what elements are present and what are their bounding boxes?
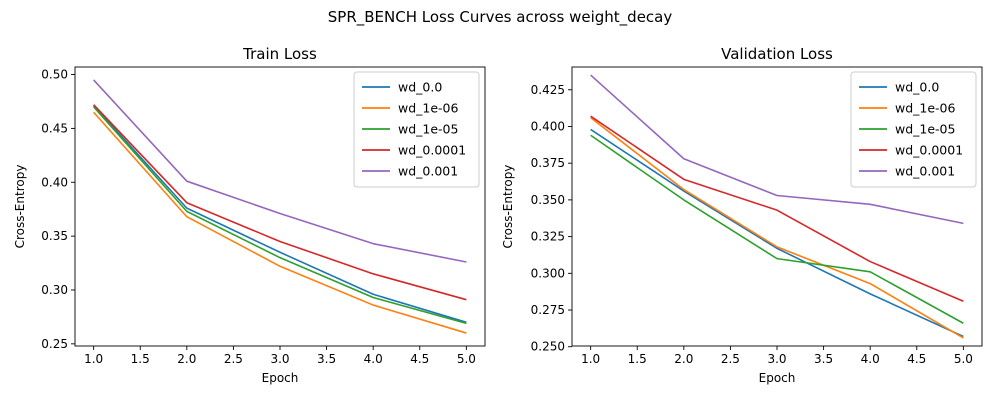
x-tick-label: 4.0 bbox=[364, 352, 383, 366]
x-axis-label: Epoch bbox=[759, 371, 796, 385]
legend: wd_0.0 wd_1e-06 wd_1e-05 wd_0.0001 wd_0.001 bbox=[850, 71, 977, 188]
legend-label-wd-0-001: wd_0.001 bbox=[895, 164, 955, 179]
figure-suptitle: SPR_BENCH Loss Curves across weight_deca… bbox=[328, 8, 673, 27]
y-tick-label: 0.425 bbox=[531, 83, 565, 97]
series-line-wd-1e-06 bbox=[590, 117, 964, 339]
legend-label-wd-1e-06: wd_1e-06 bbox=[398, 101, 459, 116]
series-line-wd-0-0 bbox=[590, 128, 964, 338]
x-tick-label: 1.5 bbox=[131, 352, 150, 366]
train-loss-panel: Train Loss 1.0 1.5 2.0 2.5 3.0 3.5 4.0 4.5 5.0 0.2… bbox=[13, 45, 486, 385]
x-axis-label: Epoch bbox=[262, 371, 299, 385]
y-tick-label: 0.30 bbox=[41, 283, 68, 297]
validation-loss-panel: Validation Loss 1.0 1.5 2.0 2.5 3.0 3.5 4.0 4.5 5… bbox=[501, 45, 983, 385]
legend-box bbox=[850, 71, 977, 188]
legend-box bbox=[353, 71, 480, 188]
legend-label-wd-1e-05: wd_1e-05 bbox=[895, 122, 955, 137]
legend-label-wd-0-0: wd_0.0 bbox=[895, 80, 939, 95]
y-axis-label: Cross-Entropy bbox=[501, 165, 515, 249]
y-tick-label: 0.400 bbox=[531, 119, 565, 133]
y-tick-label: 0.25 bbox=[41, 337, 68, 351]
y-tick-label: 0.45 bbox=[41, 121, 68, 135]
x-tick-label: 4.0 bbox=[861, 352, 880, 366]
x-tick-label: 1.0 bbox=[581, 352, 600, 366]
series-line-wd-1e-05 bbox=[590, 134, 964, 324]
y-tick-label: 0.350 bbox=[531, 193, 565, 207]
x-tick-label: 4.5 bbox=[410, 352, 429, 366]
x-tick-label: 4.5 bbox=[907, 352, 926, 366]
series-line-wd-0-0 bbox=[93, 105, 467, 324]
x-tick-label: 5.0 bbox=[457, 352, 476, 366]
y-tick-label: 0.250 bbox=[531, 340, 565, 354]
legend-label-wd-0-001: wd_0.001 bbox=[398, 164, 458, 179]
series-line-wd-0-0001 bbox=[590, 115, 964, 302]
y-tick-label: 0.275 bbox=[531, 303, 565, 317]
y-tick-label: 0.325 bbox=[531, 230, 565, 244]
x-tick-label: 3.0 bbox=[767, 352, 786, 366]
legend-label-wd-1e-05: wd_1e-05 bbox=[398, 122, 458, 137]
x-tick-label: 1.5 bbox=[628, 352, 647, 366]
legend-label-wd-0-0001: wd_0.0001 bbox=[398, 143, 466, 158]
x-tick-label: 3.0 bbox=[270, 352, 289, 366]
y-tick-label: 0.40 bbox=[41, 175, 68, 189]
y-axis-label: Cross-Entropy bbox=[13, 165, 27, 249]
series-line-wd-0-001 bbox=[93, 79, 467, 263]
y-tick-label: 0.375 bbox=[531, 156, 565, 170]
panel-title: Train Loss bbox=[242, 45, 317, 63]
y-tick-label: 0.50 bbox=[41, 68, 68, 82]
x-tick-label: 3.5 bbox=[317, 352, 336, 366]
x-tick-label: 2.0 bbox=[177, 352, 196, 366]
x-tick-label: 2.0 bbox=[674, 352, 693, 366]
legend-label-wd-0-0: wd_0.0 bbox=[398, 80, 442, 95]
x-tick-label: 2.5 bbox=[224, 352, 243, 366]
series-line-wd-0-001 bbox=[590, 74, 964, 225]
y-tick-label: 0.300 bbox=[531, 266, 565, 280]
x-tick-label: 2.5 bbox=[721, 352, 740, 366]
legend: wd_0.0 wd_1e-06 wd_1e-05 wd_0.0001 wd_0.001 bbox=[353, 71, 480, 188]
legend-label-wd-1e-06: wd_1e-06 bbox=[895, 101, 956, 116]
series-line-wd-1e-05 bbox=[93, 106, 467, 325]
series-line-wd-0-0001 bbox=[93, 104, 467, 301]
series-line-wd-1e-06 bbox=[93, 111, 467, 334]
x-tick-label: 3.5 bbox=[814, 352, 833, 366]
legend-label-wd-0-0001: wd_0.0001 bbox=[895, 143, 963, 158]
x-tick-label: 1.0 bbox=[84, 352, 103, 366]
x-tick-label: 5.0 bbox=[954, 352, 973, 366]
y-tick-label: 0.35 bbox=[41, 229, 68, 243]
panel-title: Validation Loss bbox=[721, 45, 833, 63]
